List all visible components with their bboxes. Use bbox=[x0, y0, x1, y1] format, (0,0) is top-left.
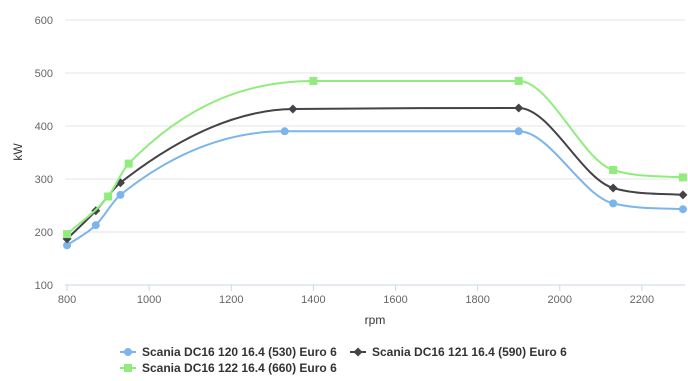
y-tick-label: 500 bbox=[35, 68, 53, 80]
legend-item[interactable]: Scania DC16 122 16.4 (660) Euro 6 bbox=[120, 361, 337, 375]
x-tick-label: 1200 bbox=[219, 294, 243, 306]
x-tick-label: 2000 bbox=[548, 294, 572, 306]
grid-lines bbox=[65, 19, 685, 233]
data-point[interactable] bbox=[609, 199, 618, 208]
data-point[interactable] bbox=[609, 165, 618, 174]
y-tick-label: 200 bbox=[35, 227, 53, 239]
tick-labels: 100 200 300 400 500 600 800 1000 1200 1400 1600 180… bbox=[35, 15, 654, 306]
x-tick-label: 1400 bbox=[301, 294, 325, 306]
series-line bbox=[66, 79, 684, 236]
legend: Scania DC16 120 16.4 (530) Euro 6 Scania … bbox=[120, 345, 567, 375]
legend-item[interactable]: Scania DC16 120 16.4 (530) Euro 6 bbox=[120, 345, 337, 359]
y-tick-label: 400 bbox=[35, 121, 53, 133]
x-axis-title: rpm bbox=[365, 313, 386, 327]
data-point[interactable] bbox=[678, 190, 688, 200]
x-tick-label: 1800 bbox=[465, 294, 489, 306]
y-axis-title: kW bbox=[11, 143, 25, 161]
data-point[interactable] bbox=[309, 76, 318, 85]
data-point[interactable] bbox=[280, 127, 289, 136]
y-tick-label: 600 bbox=[35, 15, 53, 27]
series-line bbox=[66, 130, 684, 247]
x-tick-label: 2200 bbox=[630, 294, 654, 306]
data-point[interactable] bbox=[116, 190, 125, 199]
legend-symbol bbox=[124, 364, 132, 372]
data-point[interactable] bbox=[63, 241, 72, 250]
data-point[interactable] bbox=[678, 173, 687, 182]
data-point[interactable] bbox=[288, 104, 298, 114]
series-1 bbox=[63, 127, 687, 250]
legend-label: Scania DC16 121 16.4 (590) Euro 6 bbox=[372, 345, 567, 359]
x-tick-label: 1600 bbox=[383, 294, 407, 306]
data-point[interactable] bbox=[104, 192, 113, 201]
legend-label: Scania DC16 122 16.4 (660) Euro 6 bbox=[142, 361, 337, 375]
y-tick-label: 300 bbox=[35, 174, 53, 186]
series-3 bbox=[63, 76, 687, 239]
data-point[interactable] bbox=[514, 76, 523, 85]
data-point[interactable] bbox=[514, 127, 523, 136]
legend-label: Scania DC16 120 16.4 (530) Euro 6 bbox=[142, 345, 337, 359]
x-tick-label: 800 bbox=[58, 294, 76, 306]
x-tick-label: 1000 bbox=[137, 294, 161, 306]
series-group bbox=[62, 76, 688, 250]
y-tick-label: 100 bbox=[35, 280, 53, 292]
data-point[interactable] bbox=[63, 230, 72, 239]
series-line bbox=[66, 106, 684, 240]
data-point[interactable] bbox=[91, 221, 100, 230]
series-2 bbox=[62, 103, 688, 244]
legend-symbol bbox=[124, 348, 132, 356]
data-point[interactable] bbox=[678, 205, 687, 214]
legend-symbol bbox=[353, 347, 363, 357]
data-point[interactable] bbox=[124, 159, 133, 168]
data-point[interactable] bbox=[608, 183, 618, 193]
data-point[interactable] bbox=[514, 103, 524, 113]
legend-item[interactable]: Scania DC16 121 16.4 (590) Euro 6 bbox=[350, 345, 567, 359]
